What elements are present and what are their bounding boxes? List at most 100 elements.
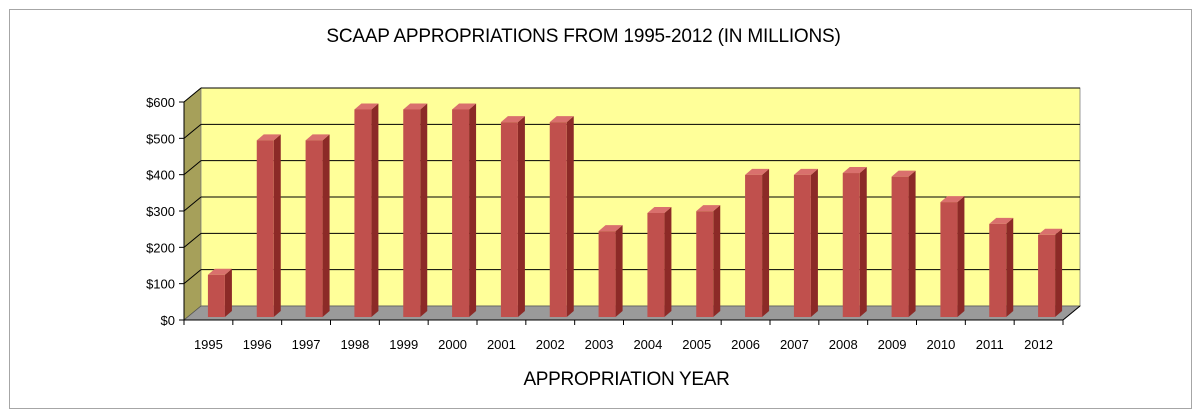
bar bbox=[1038, 228, 1063, 317]
bar bbox=[891, 170, 916, 317]
bar-front bbox=[305, 140, 323, 317]
bar-front bbox=[745, 174, 763, 317]
x-tick-label: 1997 bbox=[292, 337, 321, 352]
x-tick-label: 2003 bbox=[585, 337, 614, 352]
bar-side bbox=[566, 116, 574, 318]
bar-front bbox=[207, 274, 225, 317]
bar-front bbox=[354, 109, 372, 317]
bar bbox=[745, 168, 770, 317]
bar bbox=[452, 103, 477, 317]
bar-front bbox=[842, 173, 860, 317]
bar-front bbox=[989, 223, 1007, 317]
bar bbox=[647, 207, 672, 317]
x-tick-label: 2001 bbox=[487, 337, 516, 352]
y-tick-label: $500 bbox=[146, 131, 175, 146]
bar-front bbox=[793, 174, 811, 317]
bar-top bbox=[207, 268, 232, 275]
x-tick-label: 2010 bbox=[926, 337, 955, 352]
bar-top bbox=[842, 167, 867, 174]
bar-side bbox=[859, 167, 867, 317]
gridline-side bbox=[183, 87, 202, 103]
bar-side bbox=[810, 168, 818, 317]
x-tick-label: 1999 bbox=[389, 337, 418, 352]
y-tick-label: $100 bbox=[146, 277, 175, 292]
bar bbox=[989, 217, 1014, 317]
bar bbox=[354, 103, 379, 317]
bar-top bbox=[354, 103, 379, 110]
bar bbox=[940, 196, 965, 317]
bar-front bbox=[696, 211, 714, 317]
y-tick-label: $300 bbox=[146, 204, 175, 219]
chart-title: SCAAP APPROPRIATIONS FROM 1995-2012 (IN … bbox=[326, 26, 841, 47]
bar-front bbox=[549, 122, 567, 318]
bar-front bbox=[1038, 234, 1056, 317]
bar bbox=[696, 205, 721, 317]
bar-top bbox=[940, 196, 965, 203]
y-tick-label: $0 bbox=[161, 313, 175, 328]
bar-top bbox=[452, 103, 477, 110]
bar bbox=[256, 134, 281, 317]
bar-top bbox=[1038, 228, 1063, 235]
x-tick-label: 2009 bbox=[878, 337, 907, 352]
x-tick-label: 2002 bbox=[536, 337, 565, 352]
bar bbox=[305, 134, 330, 317]
bar-front bbox=[598, 231, 616, 317]
bar-top bbox=[403, 103, 428, 110]
bar-top bbox=[891, 170, 916, 177]
bar-front bbox=[647, 213, 665, 317]
bar-side bbox=[371, 103, 379, 317]
x-tick-label: 2000 bbox=[438, 337, 467, 352]
bar-front bbox=[403, 109, 421, 317]
bar-side bbox=[517, 116, 525, 318]
bar-front bbox=[256, 140, 274, 317]
x-tick-label: 1996 bbox=[243, 337, 272, 352]
bar-side bbox=[713, 205, 721, 317]
y-tick-label: $400 bbox=[146, 168, 175, 183]
bar-top bbox=[989, 217, 1014, 224]
bar-side bbox=[762, 168, 770, 317]
x-axis-depth-line bbox=[1062, 305, 1081, 321]
bar-side bbox=[273, 134, 281, 317]
bar-side bbox=[420, 103, 428, 317]
x-axis-title: APPROPRIATION YEAR bbox=[523, 369, 730, 390]
bar-front bbox=[940, 202, 958, 317]
bar-top bbox=[745, 168, 770, 175]
x-tick-label: 2004 bbox=[633, 337, 662, 352]
gridline-side bbox=[183, 269, 202, 285]
bar bbox=[549, 116, 574, 318]
bar-top bbox=[598, 225, 623, 232]
bar-top bbox=[305, 134, 330, 141]
x-tick-label: 2006 bbox=[731, 337, 760, 352]
bar-top bbox=[256, 134, 281, 141]
bar-side bbox=[1006, 217, 1014, 317]
bar-side bbox=[664, 207, 672, 317]
bar-top bbox=[647, 207, 672, 213]
bar-front bbox=[891, 176, 909, 317]
bar-side bbox=[957, 196, 965, 317]
x-tick-label: 2011 bbox=[976, 337, 1004, 352]
x-tick-label: 2008 bbox=[829, 337, 858, 352]
bar-top bbox=[793, 168, 818, 175]
bar-top bbox=[696, 205, 721, 212]
bar bbox=[842, 167, 867, 317]
bar-side bbox=[1055, 228, 1063, 317]
bar-side bbox=[224, 268, 232, 317]
bar bbox=[793, 168, 818, 317]
bar-side bbox=[322, 134, 330, 317]
bar-front bbox=[452, 109, 470, 317]
bar-side bbox=[615, 225, 623, 317]
bar bbox=[207, 268, 232, 317]
bar bbox=[598, 225, 623, 317]
x-tick-label: 1995 bbox=[194, 337, 223, 352]
y-tick-label: $200 bbox=[146, 240, 175, 255]
x-tick-label: 2012 bbox=[1024, 337, 1053, 352]
y-tick-label: $600 bbox=[146, 95, 175, 110]
gridline-side bbox=[183, 160, 202, 176]
x-tick-label: 2005 bbox=[682, 337, 711, 352]
gridline-side bbox=[183, 232, 202, 248]
bar-side bbox=[469, 103, 477, 317]
bar bbox=[500, 116, 525, 318]
gridline-side bbox=[183, 123, 202, 139]
bar bbox=[403, 103, 428, 317]
